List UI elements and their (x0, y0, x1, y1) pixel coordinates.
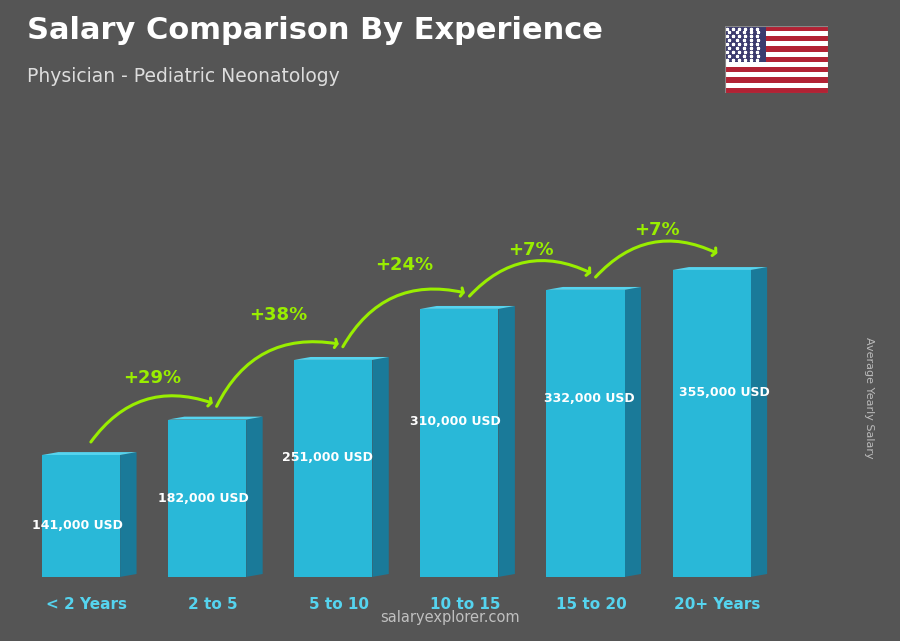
Bar (724, 31, 828, 36)
Bar (724, 26, 766, 62)
Polygon shape (42, 452, 137, 455)
Polygon shape (499, 306, 515, 577)
Text: Salary Comparison By Experience: Salary Comparison By Experience (27, 16, 603, 45)
Bar (724, 26, 828, 31)
Polygon shape (168, 420, 247, 577)
Text: 251,000 USD: 251,000 USD (282, 451, 373, 464)
Text: 20+ Years: 20+ Years (674, 597, 760, 612)
Polygon shape (294, 357, 389, 360)
Text: 332,000 USD: 332,000 USD (544, 392, 634, 405)
Text: +29%: +29% (123, 369, 182, 387)
Polygon shape (672, 267, 767, 270)
Bar (724, 78, 828, 83)
Text: +24%: +24% (375, 256, 434, 274)
Text: +7%: +7% (508, 241, 554, 260)
Polygon shape (751, 267, 767, 577)
Bar (724, 41, 828, 46)
Text: salaryexplorer.com: salaryexplorer.com (380, 610, 520, 625)
Bar (724, 88, 828, 93)
Text: +7%: +7% (634, 221, 680, 239)
Text: 5 to 10: 5 to 10 (309, 597, 369, 612)
Bar (724, 51, 828, 56)
Text: +38%: +38% (249, 306, 308, 324)
Text: 355,000 USD: 355,000 USD (679, 387, 770, 399)
Polygon shape (42, 455, 121, 577)
Text: 2 to 5: 2 to 5 (188, 597, 238, 612)
Polygon shape (420, 309, 499, 577)
Bar (724, 46, 828, 51)
Polygon shape (168, 417, 263, 420)
Polygon shape (373, 357, 389, 577)
Text: Average Yearly Salary: Average Yearly Salary (863, 337, 874, 458)
Text: 15 to 20: 15 to 20 (556, 597, 626, 612)
Polygon shape (121, 452, 137, 577)
Bar (724, 62, 828, 67)
Bar (724, 56, 828, 62)
Bar (724, 67, 828, 72)
Polygon shape (672, 270, 751, 577)
Polygon shape (625, 287, 641, 577)
Polygon shape (420, 306, 515, 309)
Text: 141,000 USD: 141,000 USD (32, 519, 122, 532)
Bar (724, 72, 828, 78)
Text: 10 to 15: 10 to 15 (430, 597, 500, 612)
Polygon shape (294, 360, 373, 577)
Polygon shape (546, 290, 625, 577)
Polygon shape (247, 417, 263, 577)
Text: < 2 Years: < 2 Years (46, 597, 127, 612)
Polygon shape (546, 287, 641, 290)
Text: 182,000 USD: 182,000 USD (158, 492, 248, 504)
Text: Physician - Pediatric Neonatology: Physician - Pediatric Neonatology (27, 67, 340, 87)
Bar (724, 83, 828, 88)
Bar (724, 36, 828, 41)
Text: 310,000 USD: 310,000 USD (410, 415, 501, 428)
